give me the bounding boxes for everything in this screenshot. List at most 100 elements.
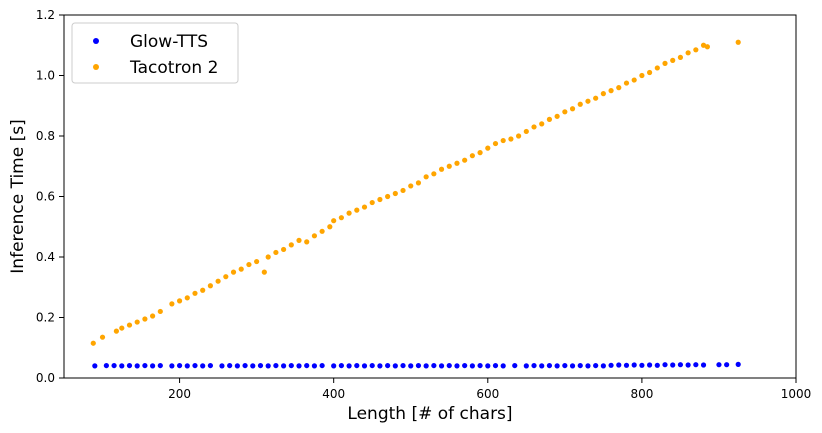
data-point-glow-tts (569, 363, 576, 369)
series-glow-tts (92, 361, 741, 369)
data-point-tacotron-2 (446, 163, 452, 169)
data-point-glow-tts (392, 363, 398, 369)
data-point-glow-tts (593, 362, 599, 369)
data-point-tacotron-2 (385, 193, 391, 200)
data-point-tacotron-2 (176, 298, 183, 304)
data-point-glow-tts (361, 363, 368, 369)
data-point-tacotron-2 (281, 246, 287, 253)
data-point-tacotron-2 (462, 157, 468, 163)
legend-frame (71, 22, 239, 84)
data-point-tacotron-2 (516, 133, 522, 139)
data-point-glow-tts (523, 363, 529, 369)
data-point-glow-tts (184, 363, 190, 369)
data-point-glow-tts (207, 362, 213, 369)
data-point-tacotron-2 (261, 269, 267, 275)
data-point-glow-tts (111, 362, 117, 369)
data-point-tacotron-2 (354, 207, 360, 213)
data-point-glow-tts (385, 362, 391, 369)
x-tick-label: 800 (630, 387, 653, 401)
data-point-glow-tts (454, 363, 460, 369)
data-point-tacotron-2 (654, 65, 660, 71)
data-point-tacotron-2 (142, 316, 148, 322)
data-point-glow-tts (654, 362, 660, 368)
data-point-tacotron-2 (423, 174, 429, 180)
data-point-glow-tts (639, 362, 645, 368)
data-point-tacotron-2 (361, 204, 368, 210)
data-point-tacotron-2 (677, 54, 684, 60)
legend: Glow-TTS Tacotron 2 (71, 22, 239, 84)
data-point-tacotron-2 (311, 233, 318, 239)
data-point-tacotron-2 (647, 69, 653, 76)
data-point-glow-tts (546, 362, 553, 369)
y-axis-ticks: 0.0 0.2 0.4 0.6 0.8 1.0 1.2 (36, 8, 64, 385)
legend-label-tacotron-2: Tacotron 2 (129, 58, 218, 78)
data-point-glow-tts (693, 362, 699, 368)
data-point-glow-tts (369, 362, 375, 369)
data-point-glow-tts (408, 363, 414, 369)
data-point-glow-tts (103, 362, 109, 369)
data-point-glow-tts (446, 362, 452, 369)
data-point-tacotron-2 (346, 210, 352, 216)
data-point-tacotron-2 (331, 218, 337, 224)
data-point-glow-tts (265, 363, 271, 369)
data-point-tacotron-2 (238, 266, 244, 272)
data-point-glow-tts (346, 363, 352, 369)
data-point-tacotron-2 (273, 249, 279, 256)
series-layer (90, 39, 741, 369)
data-point-tacotron-2 (704, 44, 710, 50)
data-point-glow-tts (338, 362, 344, 369)
x-tick-label: 400 (322, 387, 345, 401)
data-point-tacotron-2 (454, 160, 460, 166)
x-tick-label: 600 (476, 387, 499, 401)
data-point-tacotron-2 (508, 136, 514, 142)
data-point-glow-tts (296, 363, 302, 369)
data-point-tacotron-2 (438, 166, 445, 172)
data-point-tacotron-2 (288, 242, 294, 248)
data-point-glow-tts (562, 362, 568, 369)
data-point-glow-tts (288, 362, 294, 369)
data-point-glow-tts (623, 362, 630, 368)
data-point-tacotron-2 (230, 269, 237, 275)
y-tick-label: 0.0 (36, 371, 55, 385)
data-point-glow-tts (354, 362, 360, 369)
data-point-tacotron-2 (492, 140, 499, 147)
data-point-glow-tts (616, 362, 622, 368)
data-point-glow-tts (281, 363, 287, 369)
data-point-glow-tts (311, 363, 318, 369)
data-point-tacotron-2 (246, 261, 252, 268)
data-point-tacotron-2 (99, 334, 106, 340)
data-point-tacotron-2 (531, 124, 537, 130)
y-tick-label: 0.4 (36, 250, 55, 264)
data-point-tacotron-2 (119, 325, 125, 331)
data-point-glow-tts (492, 362, 499, 369)
data-point-tacotron-2 (662, 60, 668, 66)
series-tacotron-2 (90, 39, 741, 346)
data-point-glow-tts (200, 363, 206, 369)
data-point-tacotron-2 (539, 121, 545, 127)
data-point-glow-tts (531, 362, 537, 369)
data-point-glow-tts (462, 362, 468, 369)
data-point-tacotron-2 (485, 145, 491, 151)
data-point-glow-tts (685, 362, 691, 368)
data-point-tacotron-2 (134, 319, 140, 325)
data-point-tacotron-2 (415, 180, 422, 186)
y-tick-label: 0.2 (36, 311, 55, 325)
data-point-glow-tts (150, 363, 156, 369)
y-tick-label: 1.0 (36, 69, 55, 83)
data-point-tacotron-2 (169, 301, 175, 307)
data-point-tacotron-2 (523, 128, 529, 135)
data-point-glow-tts (500, 363, 506, 369)
data-point-glow-tts (157, 362, 163, 369)
data-point-glow-tts (423, 363, 429, 369)
data-point-glow-tts (716, 362, 722, 368)
legend-marker-glow-tts (93, 38, 99, 44)
data-point-tacotron-2 (431, 171, 437, 177)
data-point-tacotron-2 (157, 308, 163, 315)
data-point-tacotron-2 (562, 109, 568, 115)
data-point-tacotron-2 (685, 50, 691, 56)
data-point-tacotron-2 (369, 199, 375, 206)
data-point-glow-tts (319, 362, 325, 369)
data-point-glow-tts (219, 363, 225, 369)
data-point-tacotron-2 (254, 258, 260, 265)
